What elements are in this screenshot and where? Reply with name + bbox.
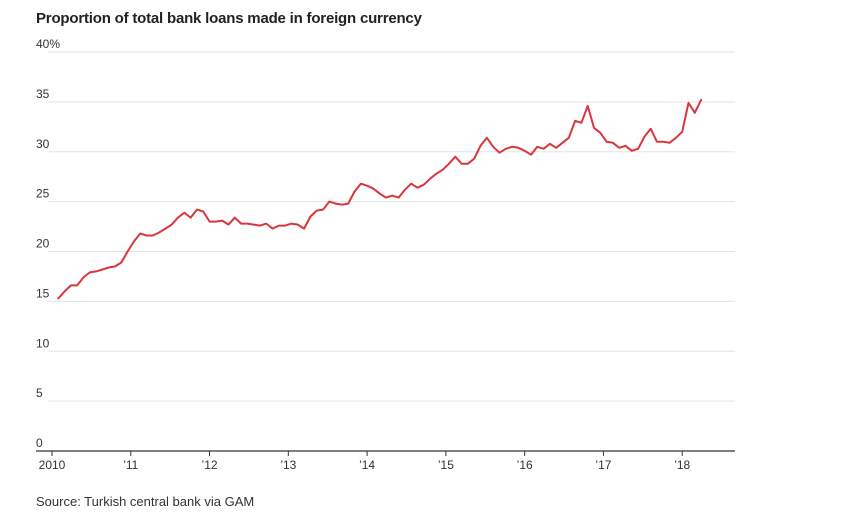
x-axis: 2010 ’11 ’12 ’13 ’14 ’15 ’16 ’17 ’18 [36, 450, 735, 472]
x-tick-label: ’12 [202, 458, 218, 472]
x-tick-label: ’17 [595, 458, 611, 472]
series-line [57, 98, 703, 300]
x-tick-label: ’15 [438, 458, 454, 472]
series-layer [57, 98, 703, 300]
x-tick-label: ’14 [359, 458, 375, 472]
y-tick-label: 25 [36, 187, 50, 201]
x-tick-label: 2010 [39, 458, 66, 472]
x-tick-label: ’11 [123, 458, 138, 472]
x-tick-label: ’16 [517, 458, 533, 472]
gridlines [48, 51, 735, 402]
y-tick-label: 15 [36, 286, 50, 300]
y-axis-tick-labels: 0 5 10 15 20 25 30 35 40% [36, 37, 60, 450]
y-tick-label: 5 [36, 386, 43, 400]
y-tick-label: 0 [36, 436, 43, 450]
x-tick-label: ’13 [280, 458, 296, 472]
y-tick-label: 10 [36, 336, 50, 350]
y-tick-label: 35 [36, 87, 50, 101]
y-tick-label: 30 [36, 137, 50, 151]
source-note: Source: Turkish central bank via GAM [36, 494, 255, 509]
x-tick-label: ’18 [674, 458, 690, 472]
chart-title: Proportion of total bank loans made in f… [36, 10, 422, 27]
y-tick-label: 40% [36, 37, 60, 51]
y-tick-label: 20 [36, 237, 50, 251]
